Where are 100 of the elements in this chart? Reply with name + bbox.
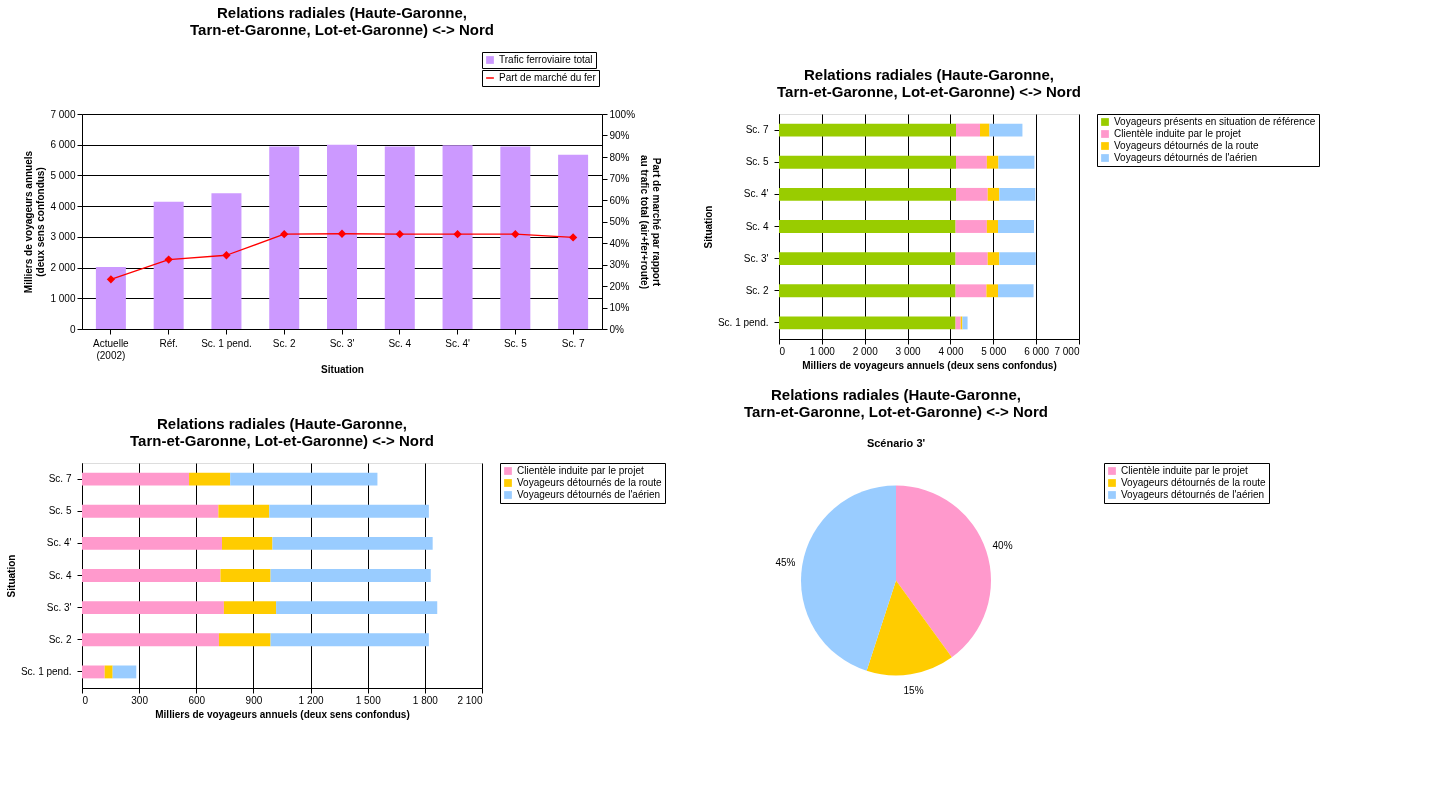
bar [956,123,980,137]
chart-subtitle: Scénario 3' [866,436,926,449]
bar [779,220,956,233]
bar [962,316,968,330]
y-tick-label: 0 [69,323,76,335]
y2-tick-label: 30% [609,259,630,270]
point [453,230,462,238]
bar [223,601,277,615]
x-axis-title: Milliers de voyageurs annuels (deux sens confondus) [155,708,410,720]
bar [779,284,956,298]
x-tick-label: 2 100 [457,694,483,706]
bar [220,569,271,582]
bar [986,284,998,298]
y-tick-label: Sc. 7 [48,473,72,485]
legend-label: Clientèle induite par le projet [1121,465,1248,476]
x-tick-label: Actuelle (2002) [93,337,130,361]
bar [189,472,231,486]
bar [82,472,190,486]
bar [999,187,1036,201]
legend-label: Voyageurs présents en situation de référence [1114,116,1316,127]
bar [956,155,987,169]
point [511,230,520,238]
chart-title: Relations radiales (Haute-Garonne, Tarn-et-Garonne, Lot-et-Garonne) <-> Nord [777,65,1081,100]
bar [998,155,1035,169]
y-tick-label: 5 000 [50,169,76,181]
bar [230,472,378,486]
y2-tick-label: 20% [609,280,630,292]
bar [986,220,998,233]
y2-tick-label: 40% [609,237,630,249]
y2-tick-label: 0% [609,323,625,335]
bar [82,569,221,582]
y-tick-label: 4 000 [50,200,76,212]
bar [956,187,988,201]
bar [998,284,1034,298]
bar [955,316,961,330]
x-tick-label: Sc. 4 [388,337,412,349]
x-tick-label: 1 000 [809,345,836,357]
legend-label: Voyageurs détournés de la route [517,477,662,488]
y-tick-label: Sc. 4' [743,188,769,200]
y-axis-title: Situation [702,205,714,249]
y-tick-label: 7 000 [50,108,76,120]
x-tick-label: 5 000 [981,345,1007,357]
bar [999,252,1036,266]
y-tick-label: Sc. 1 pend. [20,665,72,677]
bar [779,252,956,266]
y2-tick-label: 80% [609,151,630,163]
legend-label: Part de marché du fer [499,72,597,83]
y-tick-label: Sc. 3' [46,601,72,613]
bar [104,665,113,679]
x-tick-label: 2 000 [852,345,879,357]
bar [270,569,431,582]
bar [218,633,271,647]
y-tick-label: Sc. 3' [743,252,769,264]
pie-slice [866,580,952,676]
bar [82,536,222,550]
x-tick-label: Sc. 3' [329,337,355,349]
bar [222,536,273,550]
bar [779,155,956,169]
bar [112,665,137,679]
data-label: 15% [903,685,924,697]
chart-title: Relations radiales (Haute-Garonne, Tarn-et-Garonne, Lot-et-Garonne) <-> Nord [190,3,494,38]
chart-title: Relations radiales (Haute-Garonne, Tarn-et-Garonne, Lot-et-Garonne) <-> Nord [744,385,1048,420]
bar [82,665,105,679]
legend-label: Voyageurs détournés de l'aérien [1114,152,1258,163]
legend-label: Clientèle induite par le projet [1114,128,1241,139]
y-tick-label: Sc. 2 [745,284,769,296]
data-label: 40% [992,539,1013,551]
legend-label: Trafic ferroviaire total [499,54,593,65]
x-tick-label: 300 [131,694,149,706]
y-tick-label: Sc. 1 pend. [717,316,769,328]
y-tick-label: Sc. 5 [48,505,72,517]
bar [384,146,415,329]
y-axis-title: Situation [5,554,17,598]
bar [779,187,956,201]
y2-tick-label: 10% [609,302,630,313]
chart-title: Relations radiales (Haute-Garonne, Tarn-et-Garonne, Lot-et-Garonne) <-> Nord [130,414,434,449]
bar [82,633,219,647]
y-tick-label: Sc. 2 [48,633,72,645]
x-tick-label: 7 000 [1054,345,1080,357]
x-tick-label: 4 000 [938,345,964,357]
legend-label: Clientèle induite par le projet [517,465,644,476]
bar [82,504,219,518]
bar [276,601,438,615]
bar [955,284,987,298]
x-tick-label: 3 000 [895,345,922,357]
legend-label: Voyageurs détournés de la route [1121,477,1266,488]
bar [980,123,990,137]
bar [442,145,473,329]
data-label: 45% [775,556,796,568]
bar [987,252,1000,266]
pie-slice [896,485,991,658]
bar [955,220,987,233]
point [569,233,577,242]
pie-slice [801,485,896,671]
y-tick-label: 6 000 [50,139,76,151]
y2-tick-label: 70% [609,173,630,184]
x-axis-title: Situation [321,363,364,375]
x-tick-label: 900 [245,694,263,706]
x-tick-label: Sc. 7 [561,337,585,349]
point [338,230,346,238]
